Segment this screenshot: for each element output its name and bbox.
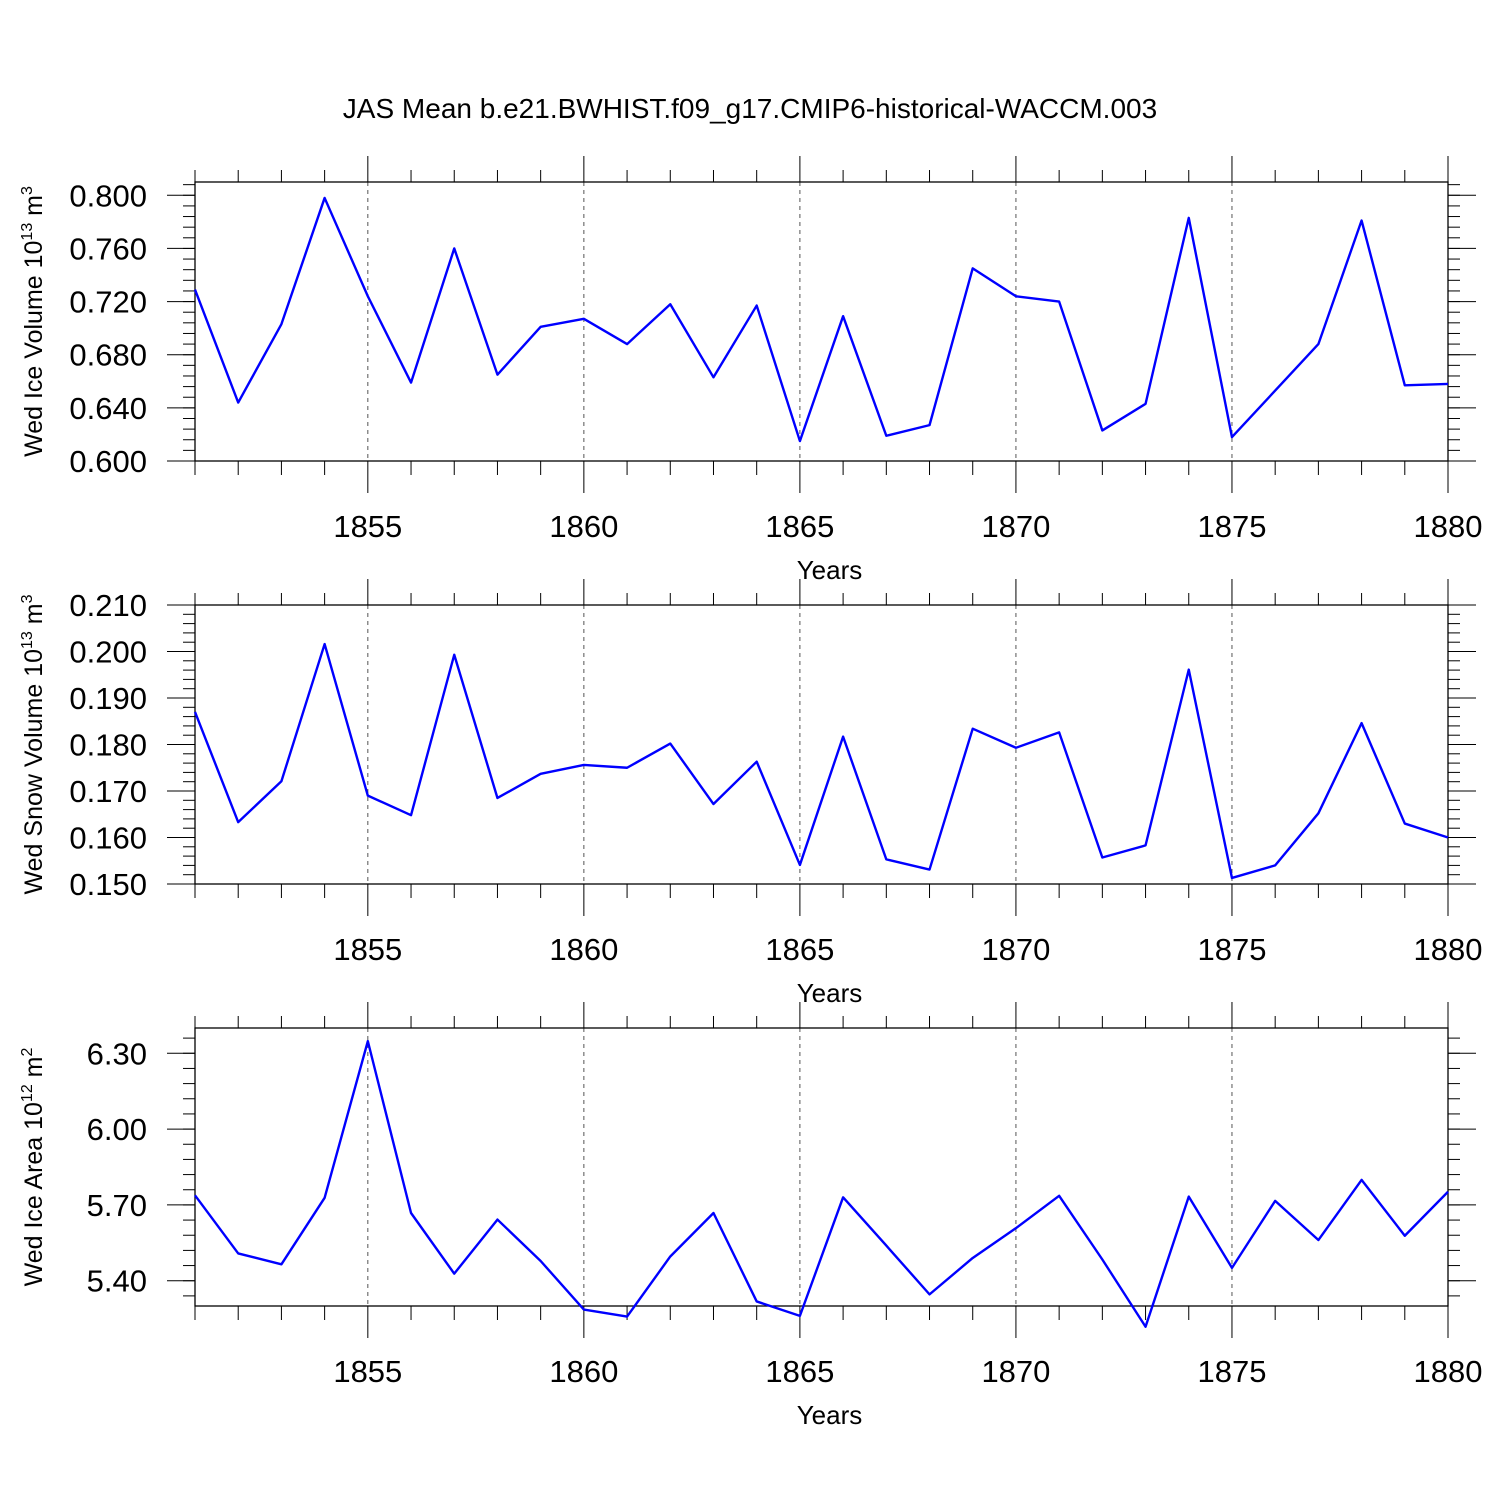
y-tick-label: 5.70 — [87, 1188, 147, 1223]
y-tick-label: 5.40 — [87, 1264, 147, 1299]
panel-3: 1855 1860 1865 1870 1875 1880 Years 5.40 5.70 6.0… — [19, 1002, 1482, 1430]
x-tick-label: 1875 — [1197, 1354, 1266, 1389]
y-tick-label: 0.150 — [69, 867, 147, 902]
panels: 1855 1860 1865 1870 1875 1880 Years 0.600 0.640 0… — [19, 156, 1482, 1430]
y-tick-label: 0.720 — [69, 285, 147, 320]
x-tick-label: 1880 — [1414, 509, 1483, 544]
y-axis-label-unit-exponent: 3 — [19, 186, 36, 195]
x-tick-label: 1860 — [549, 932, 618, 967]
series-line — [193, 196, 1449, 443]
y-tick-label: 0.200 — [69, 635, 147, 670]
y-axis-label-unit-exponent: 2 — [19, 1047, 36, 1056]
x-tick-label: 1855 — [333, 932, 402, 967]
y-axis-label-unit: m — [20, 603, 48, 631]
y-axis-label-unit: m — [20, 195, 48, 223]
x-tick-label: 1855 — [333, 509, 402, 544]
x-axis-label: Years — [797, 555, 863, 585]
x-tick-label: 1865 — [765, 932, 834, 967]
y-axis-label-exponent: 13 — [19, 223, 36, 241]
y-tick-label: 0.190 — [69, 681, 147, 716]
panel-2: 1855 1860 1865 1870 1875 1880 Years 0.150 0.160 0… — [19, 579, 1482, 1008]
plot-frame — [194, 1027, 1449, 1307]
x-tick-label: 1875 — [1197, 932, 1266, 967]
y-tick-label: 0.800 — [69, 178, 147, 213]
plot-frame — [194, 181, 1449, 462]
y-tick-label: 0.210 — [69, 588, 147, 623]
y-tick-label: 0.180 — [69, 728, 147, 763]
y-axis-label-text: Wed Snow Volume 10 — [20, 649, 48, 895]
x-tick-label: 1870 — [981, 932, 1050, 967]
x-tick-label: 1880 — [1414, 932, 1483, 967]
x-tick-label: 1870 — [981, 509, 1050, 544]
y-tick-label: 0.170 — [69, 774, 147, 809]
y-axis-label-unit-exponent: 3 — [19, 594, 36, 603]
x-axis-label: Years — [797, 1400, 863, 1430]
y-tick-label: 0.600 — [69, 444, 147, 479]
y-tick-label: 6.30 — [87, 1036, 147, 1071]
y-axis-label-text: Wed Ice Volume 10 — [20, 241, 48, 457]
y-axis-label: Wed Ice Area 1012 m2 — [19, 1047, 48, 1286]
panel-1: 1855 1860 1865 1870 1875 1880 Years 0.600 0.640 0… — [19, 156, 1482, 585]
x-tick-label: 1870 — [981, 1354, 1050, 1389]
x-tick-label: 1880 — [1414, 1354, 1483, 1389]
x-tick-label: 1860 — [549, 509, 618, 544]
x-tick-label: 1865 — [765, 1354, 834, 1389]
y-axis-label: Wed Ice Volume 1013 m3 — [19, 186, 48, 457]
y-tick-label: 0.680 — [69, 338, 147, 373]
chart-title: JAS Mean b.e21.BWHIST.f09_g17.CMIP6-hist… — [343, 93, 1157, 124]
series-line — [193, 642, 1449, 880]
y-axis-label-exponent: 13 — [19, 631, 36, 649]
x-tick-label: 1860 — [549, 1354, 618, 1389]
y-axis-label: Wed Snow Volume 1013 m3 — [19, 594, 48, 894]
y-axis-label-exponent: 12 — [19, 1084, 36, 1102]
y-tick-label: 0.160 — [69, 821, 147, 856]
y-axis-label-text: Wed Ice Area 10 — [20, 1102, 48, 1286]
x-tick-label: 1875 — [1197, 509, 1266, 544]
y-tick-label: 0.640 — [69, 391, 147, 426]
x-axis-label: Years — [797, 978, 863, 1008]
series-line — [194, 1039, 1449, 1328]
x-tick-label: 1855 — [333, 1354, 402, 1389]
y-tick-label: 0.760 — [69, 231, 147, 266]
y-axis-label-unit: m — [20, 1056, 48, 1084]
x-tick-label: 1865 — [765, 509, 834, 544]
y-tick-label: 6.00 — [87, 1112, 147, 1147]
